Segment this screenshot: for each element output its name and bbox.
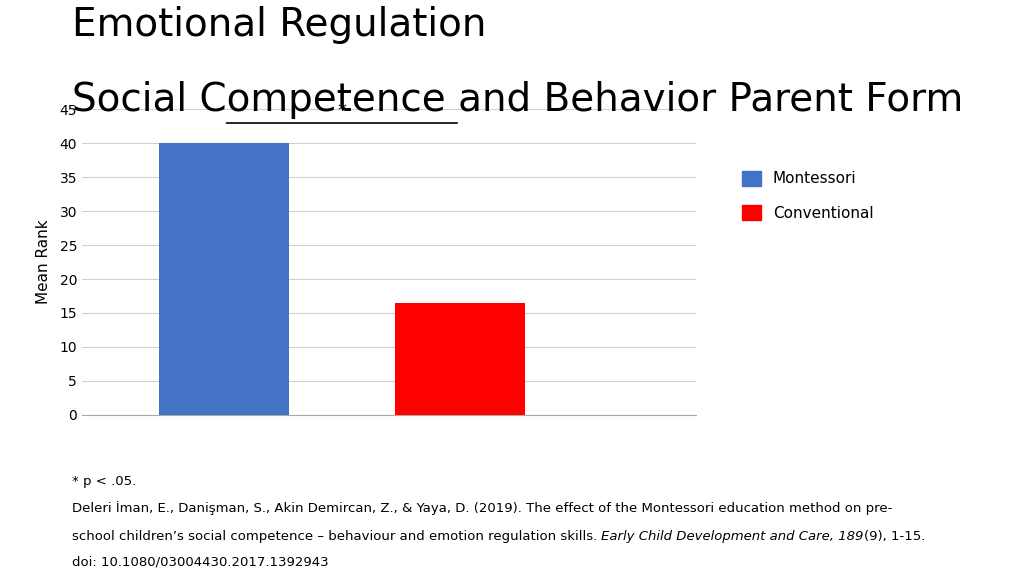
Bar <box>159 143 289 415</box>
Text: Deleri İman, E., Danişman, S., Akin Demircan, Z., & Yaya, D. (2019). The effect : Deleri İman, E., Danişman, S., Akin Demi… <box>72 501 892 515</box>
Text: (9), 1-15.: (9), 1-15. <box>863 530 925 543</box>
Text: *: * <box>337 101 346 120</box>
Text: school children’s social competence – behaviour and emotion regulation skills.: school children’s social competence – be… <box>72 530 601 543</box>
Bar <box>395 303 525 415</box>
Text: Social Competence and Behavior Parent Form: Social Competence and Behavior Parent Fo… <box>72 81 963 119</box>
Legend: Montessori, Conventional: Montessori, Conventional <box>734 163 881 229</box>
Text: Early Child Development and Care, 189: Early Child Development and Care, 189 <box>601 530 863 543</box>
Y-axis label: Mean Rank: Mean Rank <box>36 220 51 304</box>
Text: * p < .05.: * p < .05. <box>72 475 136 488</box>
Text: doi: 10.1080/03004430.2017.1392943: doi: 10.1080/03004430.2017.1392943 <box>72 556 329 569</box>
Text: Emotional Regulation: Emotional Regulation <box>72 6 486 44</box>
